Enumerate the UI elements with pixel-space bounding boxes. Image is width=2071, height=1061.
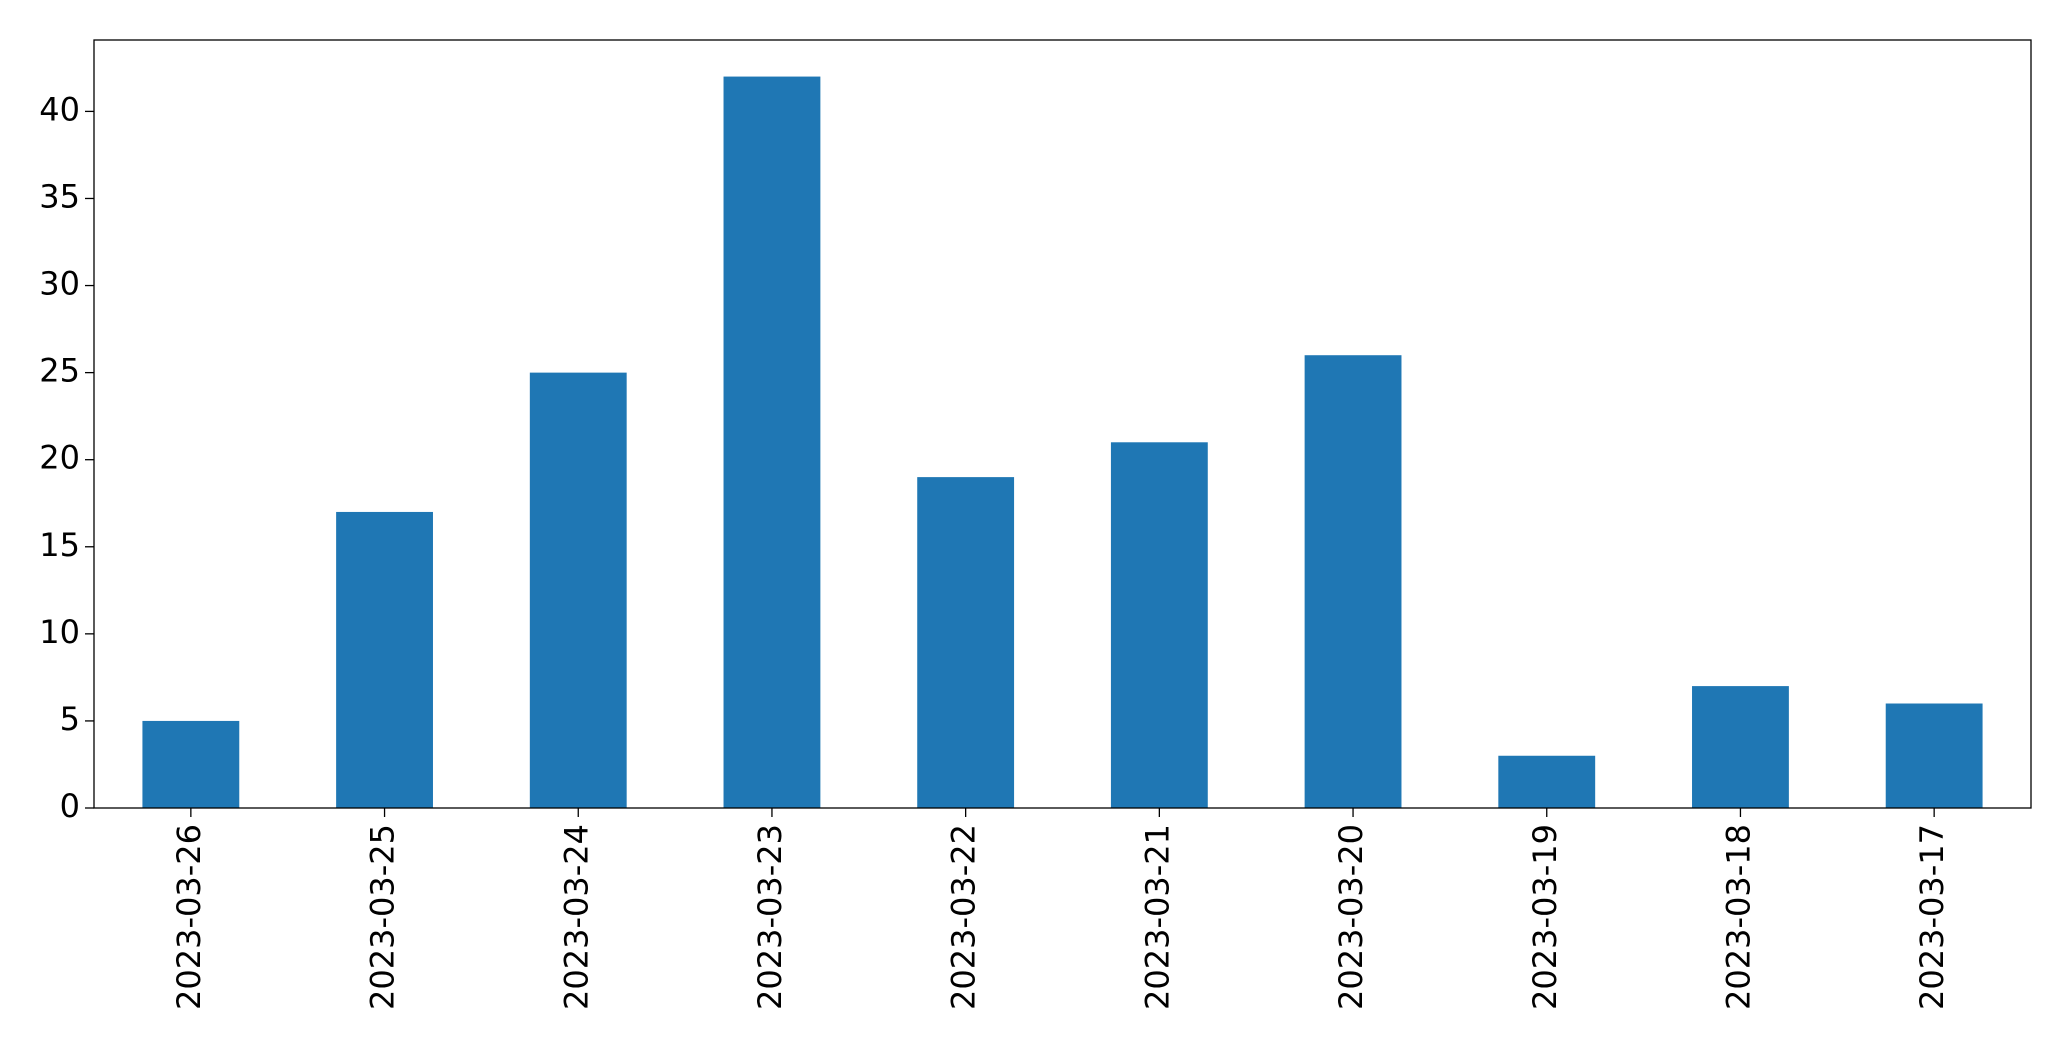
bar bbox=[1304, 355, 1402, 808]
x-tick-label: 2023-03-17 bbox=[1913, 824, 1951, 1010]
y-tick-label: 40 bbox=[39, 90, 80, 128]
bar bbox=[1110, 442, 1208, 808]
y-tick-label: 5 bbox=[60, 700, 80, 738]
x-tick-label: 2023-03-21 bbox=[1138, 824, 1176, 1010]
x-tick-label: 2023-03-20 bbox=[1332, 824, 1370, 1010]
bar bbox=[336, 511, 433, 808]
x-tick-label: 2023-03-23 bbox=[751, 824, 789, 1010]
y-tick-label: 0 bbox=[60, 787, 80, 825]
x-tick-label: 2023-03-26 bbox=[170, 824, 208, 1010]
y-tick-label: 15 bbox=[39, 526, 80, 564]
y-tick-label: 10 bbox=[39, 613, 80, 651]
bar bbox=[1498, 755, 1596, 808]
bar bbox=[1692, 686, 1789, 808]
bar bbox=[917, 477, 1015, 808]
x-tick-label: 2023-03-24 bbox=[557, 824, 595, 1010]
plot-frame bbox=[93, 39, 2032, 809]
x-tick-label: 2023-03-19 bbox=[1526, 824, 1564, 1010]
bar bbox=[723, 76, 821, 809]
x-tick-label: 2023-03-25 bbox=[364, 824, 402, 1010]
y-tick-label: 25 bbox=[39, 352, 80, 390]
y-tick-label: 35 bbox=[39, 177, 80, 215]
bar bbox=[142, 720, 240, 808]
x-tick-label: 2023-03-18 bbox=[1719, 824, 1757, 1010]
bar bbox=[1885, 703, 1983, 808]
x-tick-label: 2023-03-22 bbox=[945, 824, 983, 1010]
y-tick-label: 30 bbox=[39, 265, 80, 303]
bar bbox=[529, 372, 627, 808]
y-tick-label: 20 bbox=[39, 439, 80, 477]
